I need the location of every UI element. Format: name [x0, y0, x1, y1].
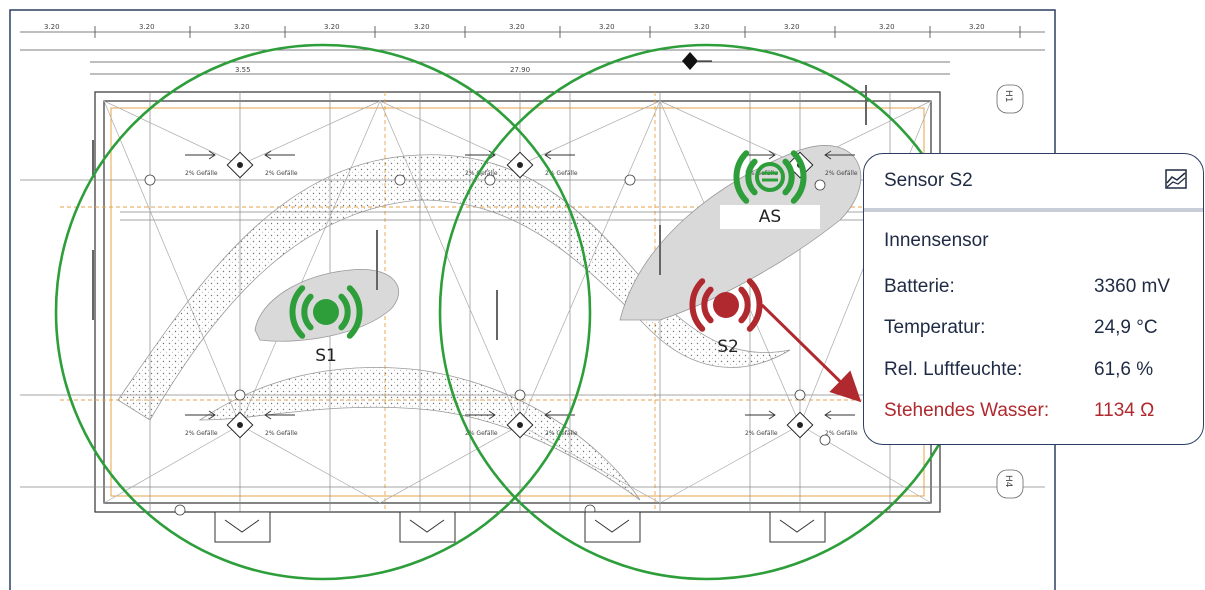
drain-label: 2% Gefälle [265, 170, 298, 177]
reading-value: 3360 mV [1094, 275, 1171, 297]
dimension-label: 3.20 [324, 23, 340, 31]
north-marker [682, 52, 712, 70]
drain-arrow [745, 410, 776, 420]
sensor-icon-as[interactable] [733, 150, 807, 204]
axis-label-h1: H1 [1003, 90, 1013, 103]
reading-battery: Batterie: 3360 mV [884, 266, 1203, 308]
bottom-openings [214, 511, 826, 543]
column-marker [794, 389, 806, 401]
drain-label: 2% Gefälle [745, 170, 778, 177]
alert-pointer-arrow [760, 303, 862, 403]
dimension-label: 3.20 [509, 23, 525, 31]
drain-label: 2% Gefälle [185, 430, 218, 437]
coverage-circle-s1 [54, 43, 592, 581]
axis-tags: H1 H4 [996, 84, 1024, 499]
drain-arrow [185, 410, 216, 420]
popup-header: Sensor S2 [864, 154, 1203, 212]
sensor-icon-s1[interactable] [289, 285, 363, 339]
reading-standing-water: Stehendes Wasser: 1134 Ω [884, 391, 1203, 433]
column-marker [234, 389, 246, 401]
drain-arrow [824, 150, 855, 160]
drain-arrow [264, 410, 295, 420]
dimension-label: 3.20 [879, 23, 895, 31]
dimension-row [20, 31, 1045, 75]
drain-label: 2% Gefälle [465, 430, 498, 437]
column-marker [174, 504, 186, 516]
drain-label: 2% Gefälle [745, 430, 778, 437]
drain-center [237, 162, 243, 168]
reading-temperature: Temperatur: 24,9 °C [884, 308, 1203, 350]
sensor-icon-s2[interactable] [689, 278, 763, 332]
column-marker [394, 174, 406, 186]
sensor-label-s2: S2 [717, 337, 739, 357]
span-label: 27.90 [510, 66, 530, 74]
drain-arrow [465, 410, 496, 420]
drain-arrow [544, 150, 575, 160]
dimension-labels: 3.20 3.20 3.20 3.20 3.20 3.20 3.20 3.20 3.20 3.20… [44, 23, 1021, 74]
axis-label-h4: H4 [1003, 475, 1013, 488]
dimension-label: 3.20 [969, 23, 985, 31]
drain-label: 2% Gefälle [465, 170, 498, 177]
popup-title: Sensor S2 [884, 170, 973, 191]
drain-label: 2% Gefälle [265, 430, 298, 437]
reading-label: Temperatur: [884, 317, 986, 339]
column-marker [514, 389, 526, 401]
sensor-readings: Batterie: 3360 mV Temperatur: 24,9 °C Re… [884, 266, 1203, 432]
drain-label: 2% Gefälle [545, 170, 578, 177]
sensor-label-s1: S1 [315, 346, 337, 366]
drain-arrow [745, 150, 776, 160]
column-marker [484, 174, 496, 186]
reading-value: 61,6 % [1094, 358, 1154, 380]
drain-center [517, 162, 523, 168]
reading-label: Rel. Luftfeuchte: [884, 358, 1023, 380]
reading-value: 1134 Ω [1094, 400, 1155, 422]
dimension-label: 3.20 [694, 23, 710, 31]
drain-label: 2% Gefälle [825, 170, 858, 177]
sensor-info-popup[interactable]: Sensor S2 Innensensor Batterie: 3360 mV … [863, 153, 1204, 445]
drain-label: 2% Gefälle [185, 170, 218, 177]
column-marker [814, 179, 826, 191]
reading-label: Batterie: [884, 275, 955, 297]
reading-label: Stehendes Wasser: [884, 400, 1050, 422]
column-marker [819, 434, 831, 446]
dimension-label: 3.20 [414, 23, 430, 31]
dimension-label: 3.20 [599, 23, 615, 31]
dimension-label: 3.20 [44, 23, 60, 31]
drain-arrow [185, 150, 216, 160]
dimension-label: 3.20 [234, 23, 250, 31]
drain-arrows: 2% Gefälle 2% Gefälle 2% Gefälle 2% Gefälle… [185, 150, 858, 437]
drain-center [517, 422, 523, 428]
sensor-label-as: AS [720, 205, 820, 229]
drain-arrow [824, 410, 855, 420]
drain-center [797, 422, 803, 428]
drain-arrow [264, 150, 295, 160]
drain-center [237, 422, 243, 428]
sensor-type: Innensensor [884, 230, 989, 251]
column-marker [624, 174, 636, 186]
span-label: 3.55 [235, 66, 251, 74]
reading-value: 24,9 °C [1094, 317, 1158, 339]
drain-label: 2% Gefälle [825, 430, 858, 437]
dimension-label: 3.20 [784, 23, 800, 31]
dimension-label: 3.20 [139, 23, 155, 31]
reading-humidity: Rel. Luftfeuchte: 61,6 % [884, 349, 1203, 391]
column-marker [144, 174, 156, 186]
chart-icon[interactable] [1165, 168, 1187, 194]
